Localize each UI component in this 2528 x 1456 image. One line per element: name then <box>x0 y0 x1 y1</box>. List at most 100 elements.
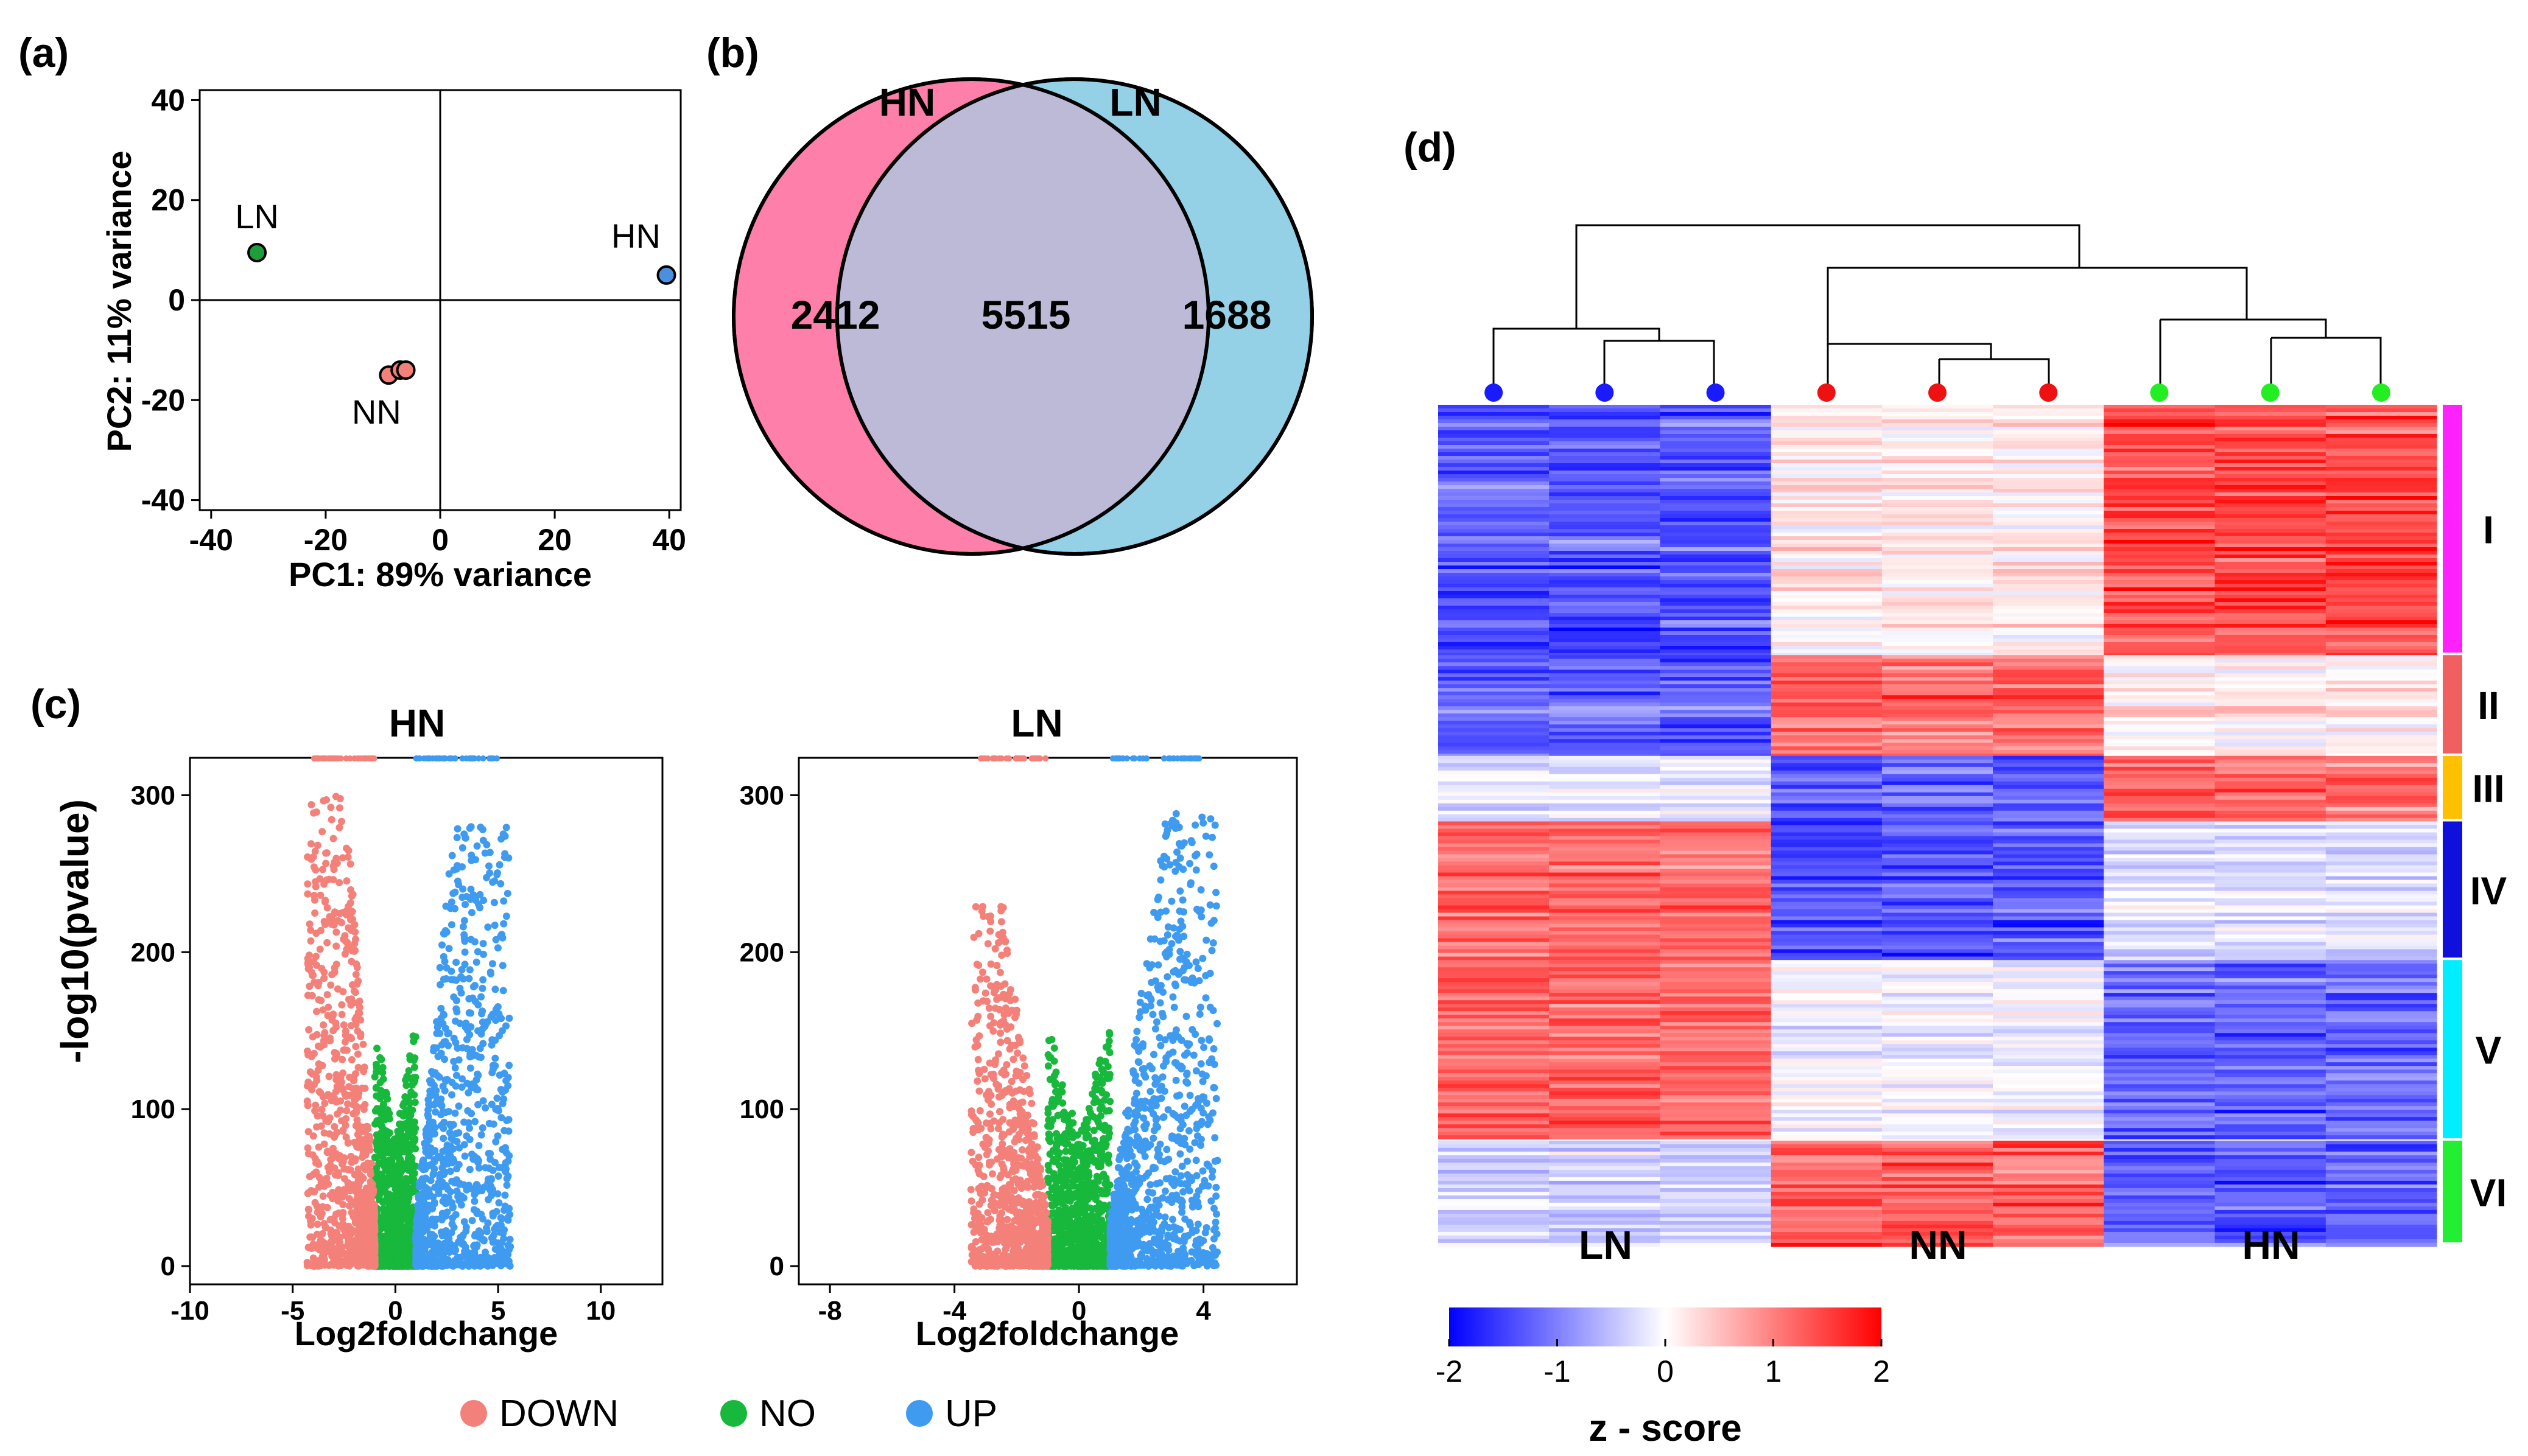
volcano-point-down <box>334 985 342 993</box>
panel-label-d: (d) <box>1403 124 1456 170</box>
volcano-point-no <box>397 1223 405 1231</box>
volcano-point-no <box>391 1230 399 1237</box>
volcano-point-down <box>328 816 335 824</box>
volcano-point-down <box>987 982 994 990</box>
volcano-point-no <box>409 1140 417 1148</box>
volcano-point-no <box>1096 1073 1104 1081</box>
volcano-point-down <box>338 1010 346 1018</box>
volcano-point-up <box>423 1261 431 1268</box>
volcano-point-down <box>342 1027 349 1035</box>
volcano-point-no <box>407 1163 415 1171</box>
volcano-point-no <box>1055 1149 1063 1157</box>
volcano-point-down <box>981 1075 989 1083</box>
volcano-point-down <box>332 1076 340 1083</box>
volcano-point-up <box>491 1245 499 1253</box>
pca-ytick-label: 20 <box>151 183 185 217</box>
volcano-point-up <box>476 1045 484 1052</box>
volcano-point-no <box>1050 1186 1058 1194</box>
volcano-point-up <box>430 1222 438 1230</box>
volcano-point-down <box>331 1122 339 1130</box>
volcano-point-down <box>307 855 315 863</box>
venn-outline-hn <box>732 77 1210 556</box>
volcano-point-up <box>477 824 485 831</box>
volcano-point-up <box>442 902 450 910</box>
volcano-point-no <box>1058 1244 1066 1252</box>
volcano-point-no <box>1097 1158 1105 1166</box>
volcano-point-up <box>423 1208 431 1216</box>
volcano-point-up <box>489 1235 497 1243</box>
volcano-xtick-label-ln: -8 <box>818 1296 842 1326</box>
volcano-point-no <box>1069 1133 1076 1141</box>
volcano-point-down <box>1003 950 1011 957</box>
volcano-point-up <box>1211 821 1219 829</box>
volcano-point-up <box>444 1041 452 1049</box>
volcano-point-no <box>410 1063 418 1071</box>
volcano-point-down <box>304 1128 312 1136</box>
volcano-point-up <box>430 1165 438 1173</box>
volcano-point-down <box>325 875 333 883</box>
volcano-point-no <box>1086 1156 1094 1164</box>
volcano-point-no <box>383 1192 391 1200</box>
volcano-point-down <box>341 950 349 958</box>
volcano-point-no <box>1073 1243 1081 1251</box>
volcano-point-up <box>453 1165 461 1172</box>
volcano-point-down <box>344 1240 352 1247</box>
volcano-point-no <box>1058 1081 1066 1089</box>
volcano-point-up <box>449 1145 457 1153</box>
volcano-point-down <box>984 1209 992 1217</box>
volcano-point-down <box>304 1082 311 1090</box>
volcano-point-down <box>1003 1061 1011 1069</box>
volcano-point-down <box>338 1001 346 1009</box>
volcano-point-up <box>499 962 507 970</box>
volcano-point-up <box>462 1223 470 1231</box>
volcano-point-down <box>311 1155 319 1163</box>
volcano-point-no <box>1096 1200 1103 1208</box>
volcano-point-no <box>373 1146 381 1153</box>
volcano-point-down <box>968 1221 976 1228</box>
volcano-point-up <box>448 852 456 859</box>
volcano-point-up <box>433 755 440 761</box>
volcano-point-up <box>474 1086 482 1094</box>
volcano-point-down <box>357 1127 365 1135</box>
volcano-point-up <box>499 1258 507 1265</box>
volcano-point-up <box>469 1258 477 1265</box>
volcano-point-down <box>350 987 358 995</box>
volcano-point-up <box>473 842 481 850</box>
volcano-point-no <box>373 1064 381 1072</box>
volcano-point-down <box>1011 1013 1019 1021</box>
volcano-point-down <box>343 877 351 885</box>
volcano-point-down <box>975 1087 983 1095</box>
volcano-point-no <box>398 1238 406 1246</box>
volcano-point-down <box>323 1147 331 1155</box>
volcano-point-up <box>477 1131 485 1139</box>
volcano-point-down <box>1030 1131 1038 1139</box>
volcano-point-up <box>484 923 492 931</box>
volcano-point-no <box>400 1099 408 1107</box>
volcano-point-up <box>461 948 469 956</box>
volcano-point-up <box>441 927 449 934</box>
volcano-point-down <box>354 977 362 985</box>
volcano-point-down <box>994 1247 1002 1255</box>
volcano-point-down <box>1009 1055 1017 1063</box>
venn-label-ln: LN <box>1109 80 1161 124</box>
volcano-point-down <box>319 1192 327 1200</box>
volcano-point-up <box>479 976 487 984</box>
volcano-point-down <box>978 1253 986 1261</box>
volcano-point-down <box>357 1016 365 1024</box>
volcano-point-up <box>412 1262 420 1270</box>
volcano-point-down <box>976 1107 984 1115</box>
volcano-point-down <box>1003 1216 1011 1223</box>
volcano-point-down <box>308 971 316 979</box>
volcano-point-down <box>340 1046 348 1054</box>
volcano-point-up <box>448 967 455 975</box>
volcano-point-down <box>997 1029 1005 1037</box>
volcano-point-down <box>979 1140 987 1148</box>
volcano-point-down <box>326 1130 334 1138</box>
volcano-point-no <box>1059 1099 1067 1107</box>
volcano-point-up <box>502 1077 510 1085</box>
volcano-point-down <box>366 1167 374 1175</box>
volcano-point-no <box>1081 1167 1089 1175</box>
pca-ytick-label: 0 <box>168 283 185 317</box>
volcano-ytick-label-hn: 0 <box>161 1251 175 1281</box>
volcano-point-down <box>987 1125 995 1133</box>
